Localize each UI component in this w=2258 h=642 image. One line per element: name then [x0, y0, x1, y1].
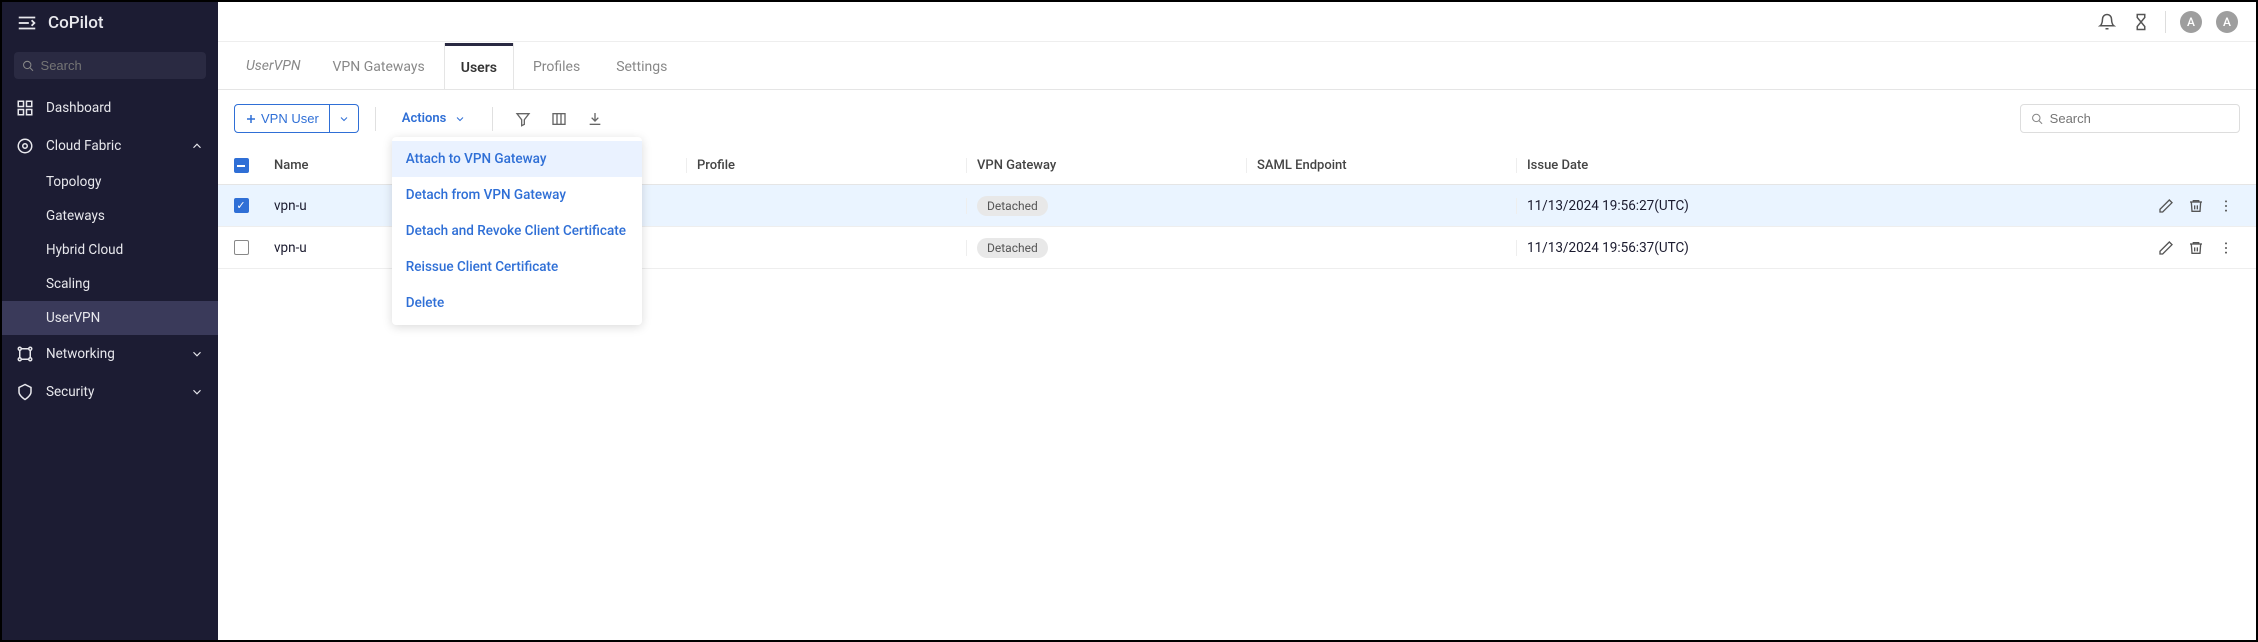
- breadcrumb: UserVPN: [234, 58, 313, 74]
- gateway-badge: Detached: [977, 196, 1048, 216]
- tab-vpn-gateways[interactable]: VPN Gateways: [317, 42, 441, 89]
- table-search[interactable]: [2020, 104, 2240, 133]
- col-saml[interactable]: SAML Endpoint: [1246, 158, 1516, 173]
- actions-label: Actions: [402, 111, 447, 126]
- nav-gateways[interactable]: Gateways: [2, 199, 218, 233]
- table-search-input[interactable]: [2050, 111, 2229, 126]
- more-icon[interactable]: [2218, 240, 2234, 256]
- add-button-group: VPN User: [234, 104, 359, 133]
- select-all-checkbox[interactable]: [234, 158, 249, 173]
- filter-icon[interactable]: [509, 105, 537, 133]
- add-dropdown-button[interactable]: [330, 104, 359, 133]
- gateway-badge: Detached: [977, 238, 1048, 258]
- sidebar-search-input[interactable]: [41, 58, 198, 73]
- user-name: vpn-u: [274, 240, 307, 256]
- chevron-up-icon: [190, 139, 204, 153]
- more-icon[interactable]: [2218, 198, 2234, 214]
- nav-uservpn[interactable]: UserVPN: [2, 301, 218, 335]
- menu-icon[interactable]: [16, 12, 38, 34]
- avatar-1[interactable]: A: [2180, 11, 2202, 33]
- nav-cloud-fabric[interactable]: Cloud Fabric: [2, 127, 218, 165]
- nav-label: Cloud Fabric: [46, 138, 121, 154]
- user-issue-date: 11/13/2024 19:56:37(UTC): [1516, 240, 1876, 256]
- tab-users[interactable]: Users: [445, 43, 513, 90]
- app-name: CoPilot: [48, 13, 104, 33]
- nav-networking[interactable]: Networking: [2, 335, 218, 373]
- action-attach[interactable]: Attach to VPN Gateway: [392, 141, 642, 177]
- tab-profiles[interactable]: Profiles: [517, 42, 596, 89]
- user-issue-date: 11/13/2024 19:56:27(UTC): [1516, 198, 1876, 214]
- dashboard-icon: [16, 99, 34, 117]
- nav-scaling[interactable]: Scaling: [2, 267, 218, 301]
- search-icon: [2031, 112, 2044, 126]
- add-button-label: VPN User: [261, 111, 319, 126]
- cloud-fabric-icon: [16, 137, 34, 155]
- separator: [492, 107, 493, 131]
- actions-dropdown: Attach to VPN Gateway Detach from VPN Ga…: [392, 137, 642, 325]
- app-header: CoPilot: [2, 2, 218, 44]
- separator: [2165, 11, 2166, 33]
- row-checkbox[interactable]: [234, 240, 249, 255]
- action-reissue[interactable]: Reissue Client Certificate: [392, 249, 642, 285]
- topbar: A A: [218, 2, 2256, 42]
- avatar-2[interactable]: A: [2216, 11, 2238, 33]
- actions-button[interactable]: Actions Attach to VPN Gateway Detach fro…: [392, 105, 477, 132]
- chevron-down-icon: [190, 347, 204, 361]
- chevron-down-icon: [338, 113, 350, 125]
- separator: [375, 107, 376, 131]
- nav-label: Security: [46, 384, 94, 400]
- nav-dashboard[interactable]: Dashboard: [2, 89, 218, 127]
- chevron-down-icon: [454, 113, 466, 125]
- download-icon[interactable]: [581, 105, 609, 133]
- search-icon: [22, 59, 35, 73]
- tab-settings[interactable]: Settings: [600, 42, 683, 89]
- row-checkbox[interactable]: [234, 198, 249, 213]
- hourglass-icon[interactable]: [2131, 12, 2151, 32]
- plus-icon: [245, 113, 257, 125]
- action-delete[interactable]: Delete: [392, 285, 642, 321]
- nav-security[interactable]: Security: [2, 373, 218, 411]
- delete-icon[interactable]: [2188, 198, 2204, 214]
- chevron-down-icon: [190, 385, 204, 399]
- tabs: UserVPN VPN Gateways Users Profiles Sett…: [218, 42, 2256, 90]
- action-detach[interactable]: Detach from VPN Gateway: [392, 177, 642, 213]
- edit-icon[interactable]: [2158, 198, 2174, 214]
- delete-icon[interactable]: [2188, 240, 2204, 256]
- col-profile[interactable]: Profile: [686, 158, 966, 173]
- edit-icon[interactable]: [2158, 240, 2174, 256]
- nav-topology[interactable]: Topology: [2, 165, 218, 199]
- networking-icon: [16, 345, 34, 363]
- nav-hybrid-cloud[interactable]: Hybrid Cloud: [2, 233, 218, 267]
- toolbar: VPN User Actions Attach to VPN Gateway D…: [218, 90, 2256, 147]
- shield-icon: [16, 383, 34, 401]
- bell-icon[interactable]: [2097, 12, 2117, 32]
- main: A A UserVPN VPN Gateways Users Profiles …: [218, 2, 2256, 640]
- nav-label: Dashboard: [46, 100, 111, 116]
- action-detach-revoke[interactable]: Detach and Revoke Client Certificate: [392, 213, 642, 249]
- sidebar: CoPilot Dashboard Cloud Fabric Topology …: [2, 2, 218, 640]
- user-name: vpn-u: [274, 198, 307, 214]
- add-vpn-user-button[interactable]: VPN User: [234, 104, 330, 133]
- sidebar-search[interactable]: [14, 52, 206, 79]
- nav-label: Networking: [46, 346, 115, 362]
- col-gateway[interactable]: VPN Gateway: [966, 158, 1246, 173]
- col-issue[interactable]: Issue Date: [1516, 158, 1876, 173]
- columns-icon[interactable]: [545, 105, 573, 133]
